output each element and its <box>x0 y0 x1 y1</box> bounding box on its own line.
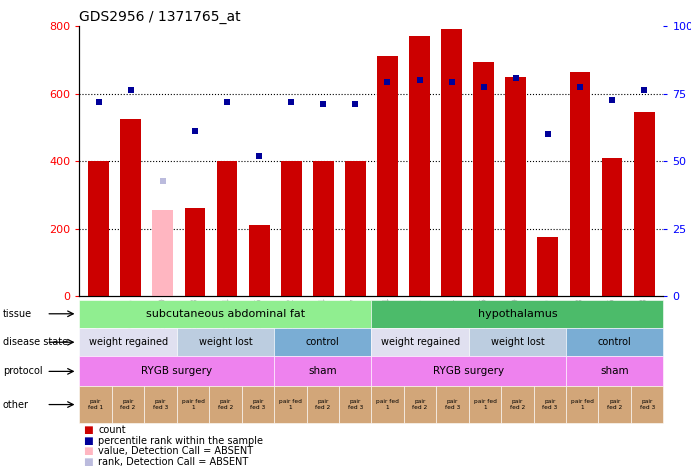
Text: pair
fed 3: pair fed 3 <box>639 399 655 410</box>
Text: pair fed
1: pair fed 1 <box>376 399 399 410</box>
Text: pair fed
1: pair fed 1 <box>182 399 205 410</box>
Text: pair
fed 2: pair fed 2 <box>413 399 428 410</box>
Bar <box>473 62 494 296</box>
Bar <box>313 161 334 296</box>
Text: value, Detection Call = ABSENT: value, Detection Call = ABSENT <box>98 446 253 456</box>
Bar <box>153 210 173 296</box>
Text: pair
fed 3: pair fed 3 <box>250 399 265 410</box>
Text: pair
fed 2: pair fed 2 <box>120 399 135 410</box>
Text: rank, Detection Call = ABSENT: rank, Detection Call = ABSENT <box>98 456 248 467</box>
Text: pair
fed 2: pair fed 2 <box>510 399 525 410</box>
Bar <box>216 161 238 296</box>
Text: hypothalamus: hypothalamus <box>477 309 557 319</box>
Bar <box>634 112 654 296</box>
Text: count: count <box>98 425 126 436</box>
Text: percentile rank within the sample: percentile rank within the sample <box>98 436 263 446</box>
Text: pair
fed 3: pair fed 3 <box>445 399 460 410</box>
Bar <box>602 158 623 296</box>
Text: weight lost: weight lost <box>198 337 252 347</box>
Text: pair
fed 3: pair fed 3 <box>542 399 558 410</box>
Text: pair
fed 2: pair fed 2 <box>315 399 330 410</box>
Text: control: control <box>598 337 632 347</box>
Text: pair fed
1: pair fed 1 <box>279 399 302 410</box>
Bar <box>505 77 527 296</box>
Text: ■: ■ <box>83 456 93 467</box>
Bar <box>441 29 462 296</box>
Text: ■: ■ <box>83 436 93 446</box>
Text: pair fed
1: pair fed 1 <box>473 399 496 410</box>
Text: sham: sham <box>308 366 337 376</box>
Text: control: control <box>306 337 340 347</box>
Bar <box>377 56 398 296</box>
Text: weight regained: weight regained <box>381 337 460 347</box>
Text: protocol: protocol <box>3 366 42 376</box>
Text: GDS2956 / 1371765_at: GDS2956 / 1371765_at <box>79 9 241 24</box>
Text: sham: sham <box>600 366 629 376</box>
Text: pair
fed 2: pair fed 2 <box>607 399 623 410</box>
Bar <box>120 119 141 296</box>
Text: weight regained: weight regained <box>88 337 168 347</box>
Bar <box>538 237 558 296</box>
Text: disease state: disease state <box>3 337 68 347</box>
Bar <box>345 161 366 296</box>
Text: ■: ■ <box>83 446 93 456</box>
Text: RYGB surgery: RYGB surgery <box>141 366 212 376</box>
Text: pair
fed 2: pair fed 2 <box>218 399 233 410</box>
Text: pair
fed 3: pair fed 3 <box>348 399 363 410</box>
Text: pair fed
1: pair fed 1 <box>571 399 594 410</box>
Text: other: other <box>3 400 29 410</box>
Bar <box>409 36 430 296</box>
Bar <box>184 209 205 296</box>
Text: pair
fed 3: pair fed 3 <box>153 399 168 410</box>
Bar <box>249 225 269 296</box>
Text: subcutaneous abdominal fat: subcutaneous abdominal fat <box>146 309 305 319</box>
Text: ■: ■ <box>83 425 93 436</box>
Text: weight lost: weight lost <box>491 337 545 347</box>
Text: pair
fed 1: pair fed 1 <box>88 399 103 410</box>
Bar <box>88 161 109 296</box>
Bar <box>569 72 590 296</box>
Text: tissue: tissue <box>3 309 32 319</box>
Text: RYGB surgery: RYGB surgery <box>433 366 504 376</box>
Bar <box>281 161 302 296</box>
